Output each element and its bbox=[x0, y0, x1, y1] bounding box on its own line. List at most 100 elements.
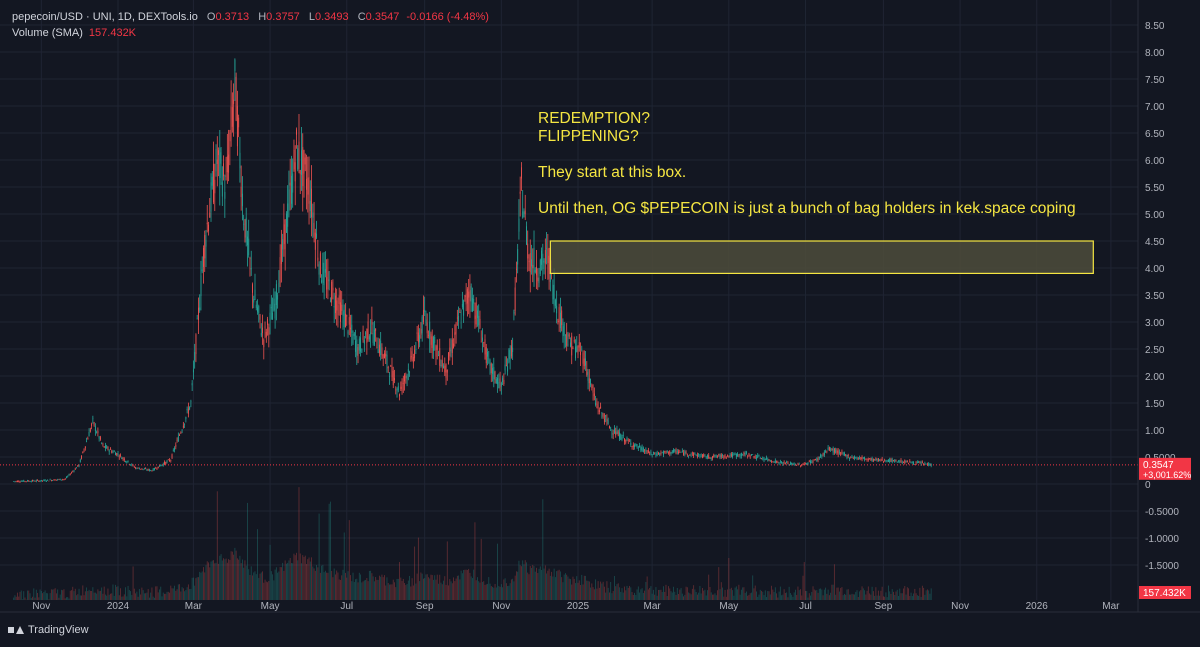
candle-body bbox=[17, 481, 18, 482]
volume-bar bbox=[353, 573, 354, 600]
volume-bar bbox=[243, 568, 244, 600]
candle-body bbox=[815, 459, 816, 460]
volume-bar bbox=[731, 588, 732, 600]
x-tick-label: Nov bbox=[32, 601, 50, 612]
volume-bar bbox=[721, 582, 722, 600]
candle-body bbox=[263, 340, 264, 348]
candle-body bbox=[459, 312, 460, 313]
volume-bar bbox=[355, 579, 356, 600]
volume-bar bbox=[111, 593, 112, 600]
volume-bar bbox=[448, 585, 449, 600]
volume-bar bbox=[344, 532, 345, 600]
volume-bar bbox=[515, 576, 516, 600]
y-tick-label: 8.00 bbox=[1145, 48, 1165, 59]
tradingview-footer[interactable]: TradingView bbox=[8, 624, 89, 636]
candle-body bbox=[892, 459, 893, 462]
volume-bar bbox=[299, 487, 300, 600]
candle-body bbox=[376, 347, 377, 348]
volume-bar bbox=[723, 597, 724, 600]
target-box[interactable] bbox=[550, 241, 1093, 273]
symbol-title[interactable]: pepecoin/USD · UNI, 1D, DEXTools.io bbox=[12, 11, 198, 23]
volume-bar bbox=[199, 572, 200, 600]
volume-bar bbox=[666, 585, 667, 600]
candle-body bbox=[839, 452, 840, 453]
volume-bar bbox=[178, 584, 179, 600]
candle-body bbox=[500, 379, 501, 383]
volume-bar bbox=[664, 592, 665, 600]
candle-body bbox=[80, 460, 81, 462]
volume-bar bbox=[779, 592, 780, 600]
volume-bar bbox=[385, 585, 386, 600]
candle-body bbox=[896, 460, 897, 461]
candle-body bbox=[498, 382, 499, 388]
candle-body bbox=[868, 459, 869, 460]
volume-bar bbox=[388, 583, 389, 600]
candle-body bbox=[109, 450, 110, 451]
last-price-change: +3,001.62% bbox=[1143, 470, 1191, 480]
candle-body bbox=[834, 449, 835, 453]
volume-bar bbox=[338, 573, 339, 600]
candle-body bbox=[229, 133, 230, 141]
volume-bar bbox=[644, 591, 645, 600]
candle-body bbox=[141, 468, 142, 469]
volume-bar bbox=[278, 571, 279, 600]
volume-bar bbox=[841, 587, 842, 600]
candle-body bbox=[194, 352, 195, 361]
volume-bar bbox=[495, 584, 496, 600]
candle-body bbox=[116, 453, 117, 455]
candle-body bbox=[691, 454, 692, 455]
candle-body bbox=[62, 479, 63, 480]
candle-body bbox=[679, 452, 680, 453]
volume-bar bbox=[268, 581, 269, 600]
candle-body bbox=[172, 454, 173, 458]
candle-body bbox=[407, 375, 408, 379]
volume-bar bbox=[74, 591, 75, 600]
volume-bar bbox=[767, 591, 768, 600]
volume-bar bbox=[469, 573, 470, 600]
candle-body bbox=[248, 239, 249, 256]
candle-body bbox=[527, 244, 528, 259]
candle-body bbox=[213, 164, 214, 202]
annotation-text[interactable]: REDEMPTION? FLIPPENING? They start at th… bbox=[538, 110, 1076, 218]
volume-label[interactable]: Volume (SMA) bbox=[12, 27, 83, 39]
volume-bar bbox=[219, 556, 220, 600]
volume-bar bbox=[746, 592, 747, 600]
candle-body bbox=[219, 148, 220, 178]
volume-bar bbox=[193, 578, 194, 600]
candle-body bbox=[195, 334, 196, 354]
candle-body bbox=[557, 321, 558, 322]
volume-bar bbox=[350, 575, 351, 600]
candle-body bbox=[198, 308, 199, 320]
candle-body bbox=[432, 336, 433, 348]
volume-bar bbox=[894, 595, 895, 600]
volume-bar bbox=[564, 575, 565, 600]
volume-bar bbox=[601, 583, 602, 600]
candle-body bbox=[903, 463, 904, 464]
volume-bar bbox=[443, 581, 444, 600]
candle-body bbox=[701, 454, 702, 455]
volume-bar bbox=[843, 595, 844, 600]
volume-bar bbox=[223, 558, 224, 600]
volume-bar bbox=[787, 597, 788, 600]
candle-body bbox=[180, 432, 181, 433]
volume-bar bbox=[498, 586, 499, 600]
volume-bar bbox=[471, 576, 472, 600]
volume-bar bbox=[736, 586, 737, 600]
volume-bar bbox=[873, 591, 874, 600]
volume-bar bbox=[801, 595, 802, 600]
volume-bar bbox=[245, 560, 246, 600]
close-value: 0.3547 bbox=[366, 11, 400, 23]
volume-bar bbox=[620, 592, 621, 600]
candle-body bbox=[404, 375, 405, 382]
volume-tag: 157.432K bbox=[1139, 586, 1191, 599]
price-axis[interactable]: 8.508.007.507.006.506.005.505.004.504.00… bbox=[1138, 0, 1179, 612]
volume-bar bbox=[207, 561, 208, 600]
volume-bar bbox=[654, 595, 655, 600]
volume-bar bbox=[833, 585, 834, 600]
volume-bar bbox=[395, 587, 396, 600]
volume-bar bbox=[785, 593, 786, 600]
candle-body bbox=[38, 481, 39, 482]
